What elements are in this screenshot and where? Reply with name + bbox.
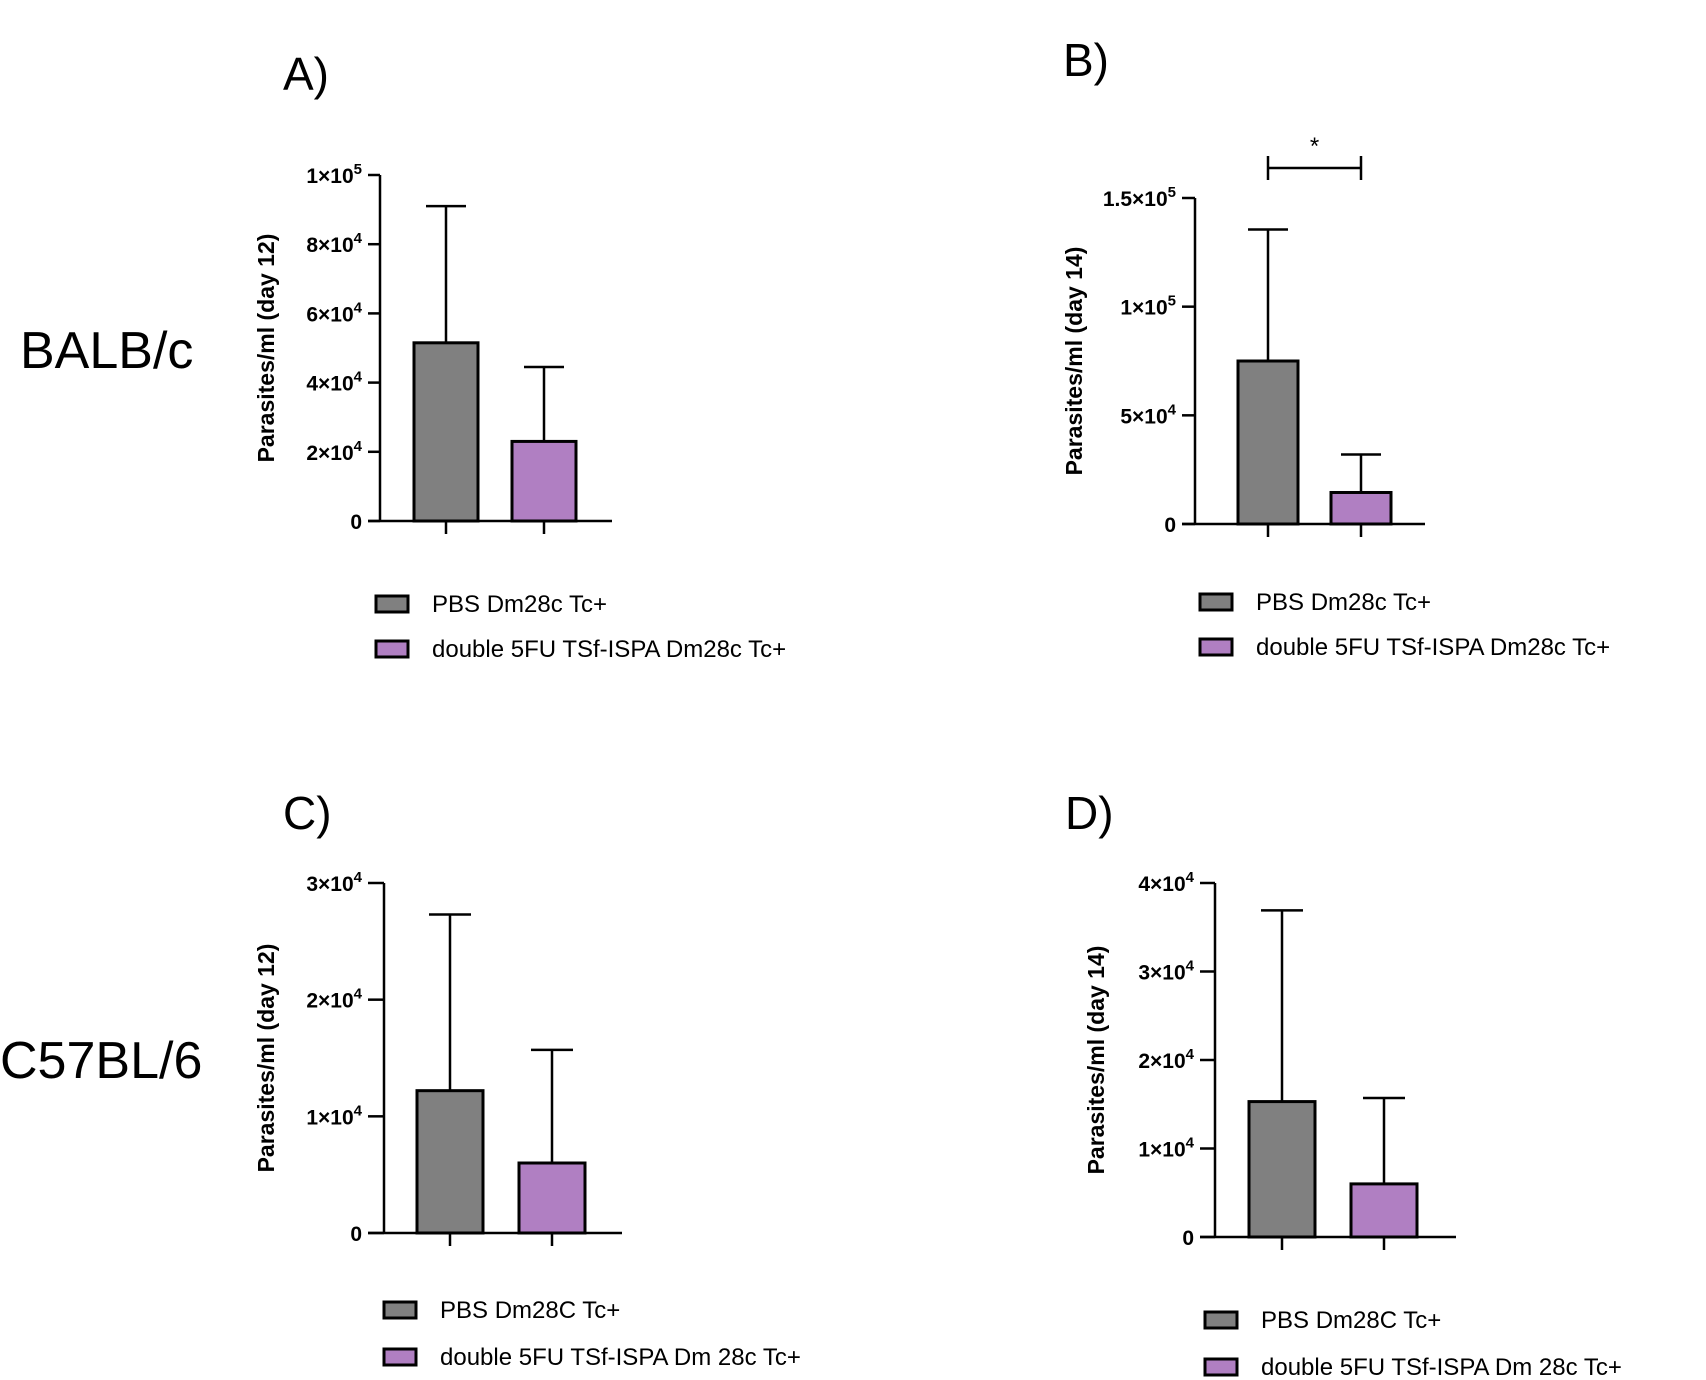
legend-label: double 5FU TSf-ISPA Dm28c Tc+ [1256, 634, 1610, 661]
y-tick-label: 0 [1182, 1227, 1194, 1250]
legend-label: PBS Dm28C Tc+ [1261, 1307, 1441, 1334]
legend-swatch-pbs [374, 594, 410, 614]
y-tick-label: 1×105 [1120, 293, 1176, 320]
bar-pbs [415, 1089, 485, 1235]
y-tick-label: 2×104 [306, 438, 362, 465]
legend-swatch-vaccine [374, 639, 410, 659]
bar-pbs [1236, 359, 1300, 526]
y-tick-label: 4×104 [306, 369, 362, 396]
chart-panel-2: B) 0 5×104 1×105 1.5×105 Parasites/ml (day 14… [1061, 34, 1610, 661]
chart-panel-3: C) 0 1×104 2×104 3×104 Parasites/ml (day 12) P… [253, 787, 801, 1371]
row-label-c57bl6: C57BL/6 [0, 1032, 202, 1090]
y-axis-label: Parasites/ml (day 14) [1083, 946, 1109, 1175]
bar-pbs [412, 341, 480, 523]
bar-vaccine [517, 1161, 587, 1235]
panel-letter: B) [1063, 34, 1109, 86]
y-tick-label: 4×104 [1138, 869, 1194, 896]
y-tick-label: 1×104 [306, 1102, 362, 1129]
y-axis-label: Parasites/ml (day 12) [253, 234, 279, 463]
y-tick-label: 0 [350, 511, 362, 534]
legend-swatch-pbs [382, 1300, 418, 1320]
y-tick-label: 5×104 [1120, 401, 1176, 428]
chart-panel-1: A) 0 2×104 4×104 6×104 8×104 1×105 Parasites/ml… [253, 48, 786, 663]
legend-swatch-pbs [1203, 1310, 1239, 1330]
panel-letter: D) [1065, 787, 1114, 839]
legend-label: PBS Dm28C Tc+ [440, 1297, 620, 1324]
panel-letter: A) [283, 48, 329, 100]
legend-label: double 5FU TSf-ISPA Dm28c Tc+ [432, 636, 786, 663]
y-tick-label: 1×104 [1138, 1135, 1194, 1162]
legend-label: PBS Dm28c Tc+ [432, 591, 607, 618]
y-tick-label: 0 [350, 1223, 362, 1246]
y-tick-label: 1×105 [306, 161, 362, 188]
panel-letter: C) [283, 787, 332, 839]
y-axis-label: Parasites/ml (day 12) [253, 944, 279, 1173]
y-tick-label: 6×104 [306, 299, 362, 326]
bar-vaccine [1329, 490, 1393, 526]
y-tick-label: 8×104 [306, 230, 362, 257]
legend-swatch-vaccine [1203, 1357, 1239, 1377]
bar-vaccine [510, 439, 578, 523]
chart-panel-4: D) 0 1×104 2×104 3×104 4×104 Parasites/ml (day… [1065, 787, 1622, 1380]
legend-swatch-pbs [1198, 592, 1234, 612]
y-tick-label: 3×104 [1138, 958, 1194, 985]
chart-panels: A) 0 2×104 4×104 6×104 8×104 1×105 Parasites/ml… [253, 34, 1622, 1380]
y-tick-label: 1.5×105 [1103, 184, 1176, 211]
bar-vaccine [1349, 1182, 1419, 1239]
legend-label: double 5FU TSf-ISPA Dm 28c Tc+ [1261, 1354, 1622, 1380]
row-label-balbc: BALB/c [20, 322, 193, 380]
bar-pbs [1247, 1100, 1317, 1239]
y-tick-label: 3×104 [306, 869, 362, 896]
legend-label: double 5FU TSf-ISPA Dm 28c Tc+ [440, 1344, 801, 1371]
y-tick-label: 0 [1164, 514, 1176, 537]
legend-swatch-vaccine [382, 1347, 418, 1367]
significance-marker: * [1310, 133, 1319, 160]
y-axis-label: Parasites/ml (day 14) [1061, 247, 1087, 476]
legend-swatch-vaccine [1198, 637, 1234, 657]
y-tick-label: 2×104 [306, 986, 362, 1013]
legend-label: PBS Dm28c Tc+ [1256, 589, 1431, 616]
y-tick-label: 2×104 [1138, 1046, 1194, 1073]
